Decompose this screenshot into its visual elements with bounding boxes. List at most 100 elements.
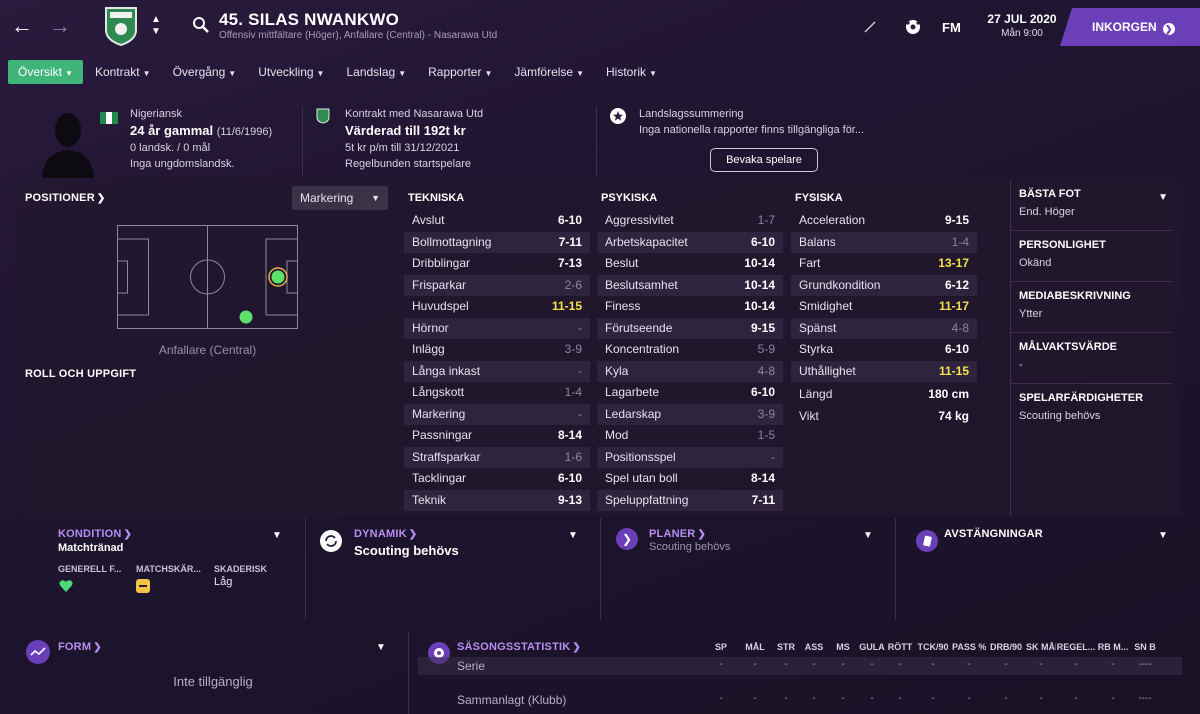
tab-jamforelse[interactable]: Jämförelse ▼	[514, 65, 585, 79]
position-marker-right-am[interactable]	[239, 310, 253, 324]
attribute-row[interactable]: Långa inkast -	[404, 360, 590, 382]
tab-oversikt[interactable]: Översikt ▼	[8, 60, 83, 84]
attribute-row[interactable]: Finess 10-14	[597, 296, 783, 318]
role-title[interactable]: ROLL OCH UPPGIFT	[25, 368, 137, 380]
positions-title[interactable]: POSITIONER ❯	[25, 192, 106, 204]
attribute-row[interactable]: Ledarskap 3-9	[597, 403, 783, 425]
attribute-row[interactable]: Tacklingar 6-10	[404, 468, 590, 490]
club-badge-icon[interactable]	[104, 6, 138, 46]
youth-caps: Inga ungdomslandsk.	[130, 158, 235, 170]
tab-kontrakt[interactable]: Kontrakt ▼	[94, 65, 151, 79]
position-marker-striker[interactable]	[271, 270, 285, 284]
attribute-row[interactable]: Spänst 4-8	[791, 317, 977, 339]
injury-risk-label: SKADERISK	[214, 564, 268, 574]
attribute-row[interactable]: Frisparkar 2-6	[404, 274, 590, 296]
chevron-down-icon[interactable]: ▼	[863, 530, 873, 541]
stats-column-header[interactable]: SN B	[1134, 642, 1156, 652]
attribute-row[interactable]: Spel utan boll 8-14	[597, 468, 783, 490]
stats-column-header[interactable]: DRB/90	[989, 642, 1022, 652]
stats-column-header[interactable]: STR	[777, 642, 795, 652]
attribute-row[interactable]: Fart 13-17	[791, 253, 977, 275]
attribute-row[interactable]: Vikt 74 kg	[791, 406, 977, 428]
attribute-row[interactable]: Smidighet 11-17	[791, 296, 977, 318]
search-icon[interactable]	[192, 16, 210, 34]
form-title[interactable]: FORM ❯	[58, 641, 102, 653]
stats-row-league[interactable]: Serie - - - - - - - - - - - - - ----	[418, 657, 1182, 675]
attribute-row[interactable]: Grundkondition 6-12	[791, 274, 977, 296]
stats-column-header[interactable]: MS	[836, 642, 850, 652]
tab-historik[interactable]: Historik ▼	[606, 65, 657, 79]
attribute-row[interactable]: Positionsspel -	[597, 446, 783, 468]
tab-landslag[interactable]: Landslag ▼	[346, 65, 407, 79]
attribute-row[interactable]: Beslutsamhet 10-14	[597, 274, 783, 296]
attribute-row[interactable]: Hörnor -	[404, 317, 590, 339]
attribute-row[interactable]: Passningar 8-14	[404, 425, 590, 447]
chevron-down-icon[interactable]: ▼	[1158, 192, 1168, 203]
pencil-icon[interactable]	[863, 20, 877, 34]
attribute-row[interactable]: Kyla 4-8	[597, 360, 783, 382]
condition-title[interactable]: KONDITION ❯	[58, 528, 133, 540]
attribute-row[interactable]: Långskott 1-4	[404, 382, 590, 404]
attribute-row[interactable]: Acceleration 9-15	[791, 210, 977, 232]
stats-column-header[interactable]: TCK/90	[917, 642, 949, 652]
marking-dropdown[interactable]: Markering ▼	[292, 186, 388, 210]
attribute-row[interactable]: Uthållighet 11-15	[791, 360, 977, 382]
season-stats-title[interactable]: SÄSONGSSTATISTIK ❯	[457, 641, 582, 653]
forward-arrow-icon[interactable]: →	[49, 13, 71, 38]
tab-rapporter[interactable]: Rapporter ▼	[428, 65, 493, 79]
attribute-row[interactable]: Beslut 10-14	[597, 253, 783, 275]
attribute-row[interactable]: Lagarbete 6-10	[597, 382, 783, 404]
attribute-row[interactable]: Balans 1-4	[791, 231, 977, 253]
attribute-row[interactable]: Speluppfattning 7-11	[597, 489, 783, 511]
attribute-row[interactable]: Mod 1-5	[597, 425, 783, 447]
chevron-down-icon[interactable]: ▼	[272, 530, 282, 541]
dynamics-icon	[320, 530, 342, 552]
date-display[interactable]: 27 JUL 2020 Mån 9:00	[974, 8, 1070, 44]
stats-column-header[interactable]: PASS %	[952, 642, 986, 652]
best-foot[interactable]: BÄSTA FOT End. Höger ▼	[1011, 180, 1172, 231]
attribute-row[interactable]: Markering -	[404, 403, 590, 425]
attribute-value: 7-11	[558, 234, 582, 249]
attribute-row[interactable]: Dribblingar 7-13	[404, 253, 590, 275]
stats-column-header[interactable]: SK MÅL	[1026, 642, 1056, 652]
watch-player-button[interactable]: Bevaka spelare	[710, 148, 818, 172]
stats-row-total[interactable]: Sammanlagt (Klubb) - - - - - - - - - - - - - ----	[418, 691, 1182, 709]
back-arrow-icon[interactable]: ←	[11, 13, 33, 38]
attribute-value: 4-8	[951, 320, 969, 335]
attribute-row[interactable]: Arbetskapacitet 6-10	[597, 231, 783, 253]
tab-overgang[interactable]: Övergång ▼	[172, 65, 237, 79]
stats-column-header[interactable]: RÖTT	[887, 642, 913, 652]
stats-cell: -	[812, 693, 816, 704]
stats-cell: ----	[1138, 659, 1152, 670]
stats-column-header[interactable]: SP	[714, 642, 727, 652]
chevron-down-icon[interactable]: ▼	[376, 642, 386, 653]
stats-cell: -	[719, 659, 723, 670]
attribute-name: Bollmottagning	[412, 234, 492, 249]
attribute-row[interactable]: Inlägg 3-9	[404, 339, 590, 361]
attribute-row[interactable]: Straffsparkar 1-6	[404, 446, 590, 468]
attribute-row[interactable]: Längd 180 cm	[791, 384, 977, 406]
stats-column-header[interactable]: REGEL...	[1056, 642, 1096, 652]
plans-title[interactable]: PLANER ❯	[649, 528, 707, 540]
attribute-row[interactable]: Huvudspel 11-15	[404, 296, 590, 318]
football-icon[interactable]	[904, 18, 922, 36]
chevron-right-icon: ❯	[697, 529, 707, 540]
attribute-row[interactable]: Förutseende 9-15	[597, 317, 783, 339]
fm-logo[interactable]: FM	[942, 20, 961, 35]
stats-column-header[interactable]: ASS	[804, 642, 824, 652]
player-switch-icon[interactable]: ▲ ▼	[151, 14, 161, 37]
tab-utveckling[interactable]: Utveckling ▼	[258, 65, 325, 79]
attribute-row[interactable]: Avslut 6-10	[404, 210, 590, 232]
attribute-row[interactable]: Teknik 9-13	[404, 489, 590, 511]
stats-column-header[interactable]: RB M...	[1097, 642, 1129, 652]
dynamics-title[interactable]: DYNAMIK ❯	[354, 528, 418, 540]
stats-column-header[interactable]: GULA	[859, 642, 885, 652]
stats-column-header[interactable]: MÅL	[745, 642, 765, 652]
inbox-button[interactable]: INKORGEN ❯	[1060, 8, 1200, 46]
attribute-row[interactable]: Aggressivitet 1-7	[597, 210, 783, 232]
attribute-row[interactable]: Bollmottagning 7-11	[404, 231, 590, 253]
chevron-down-icon[interactable]: ▼	[568, 530, 578, 541]
attribute-row[interactable]: Koncentration 5-9	[597, 339, 783, 361]
chevron-down-icon[interactable]: ▼	[1158, 530, 1168, 541]
attribute-row[interactable]: Styrka 6-10	[791, 339, 977, 361]
